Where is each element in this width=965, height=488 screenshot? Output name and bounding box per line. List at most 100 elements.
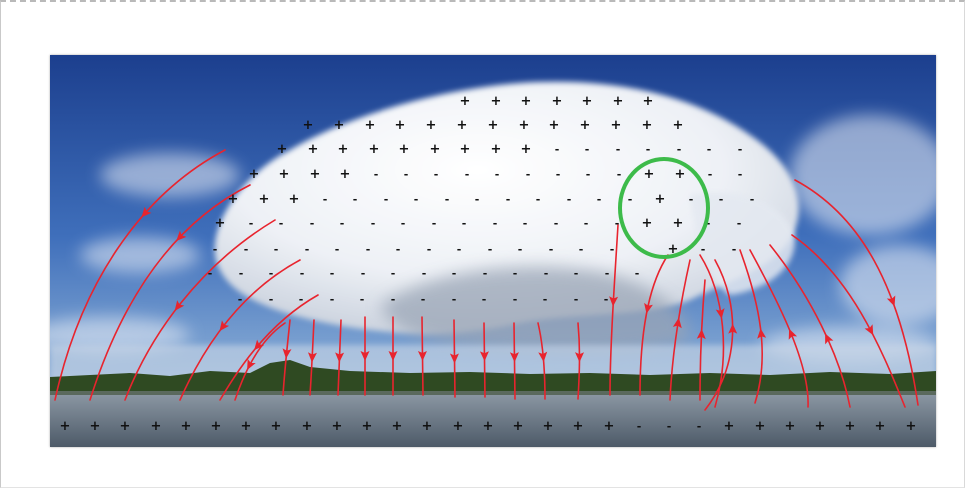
plus-charge-icon: + [332, 419, 343, 434]
minus-charge-icon: - [567, 193, 572, 206]
arrowhead-icon [886, 295, 896, 307]
plus-charge-icon: + [483, 419, 494, 434]
lake-water [50, 391, 936, 447]
plus-charge-icon: + [399, 142, 410, 157]
arrowhead-icon [672, 317, 682, 329]
plus-charge-icon: + [215, 216, 226, 231]
minus-charge-icon: - [677, 143, 682, 156]
minus-charge-icon: - [585, 143, 590, 156]
minus-charge-icon: - [518, 243, 523, 256]
minus-charge-icon: - [279, 217, 284, 230]
arrowhead-icon [728, 323, 738, 334]
minus-charge-icon: - [366, 243, 371, 256]
plus-charge-icon: + [673, 216, 684, 231]
storm-photo: + + + + + + + + + + + + + + + + + + + + + + + + + + + + + - - - - - - - + + + +… [50, 55, 936, 447]
field-line [609, 224, 619, 396]
arrowhead-icon [538, 351, 548, 362]
minus-charge-icon: - [604, 293, 609, 306]
minus-charge-icon: - [706, 217, 711, 230]
minus-charge-icon: - [637, 420, 642, 433]
plus-charge-icon: + [655, 192, 666, 207]
minus-charge-icon: - [617, 168, 622, 181]
minus-charge-icon: - [523, 217, 528, 230]
minus-charge-icon: - [330, 293, 335, 306]
minus-charge-icon: - [421, 293, 426, 306]
plus-charge-icon: + [643, 94, 654, 109]
plus-charge-icon: + [369, 142, 380, 157]
arrowhead-icon [247, 358, 256, 370]
plus-charge-icon: + [395, 118, 406, 133]
arrowhead-icon [644, 302, 653, 314]
plus-charge-icon: + [875, 419, 886, 434]
arrowhead-icon [307, 352, 317, 363]
minus-charge-icon: - [401, 217, 406, 230]
minus-charge-icon: - [475, 193, 480, 206]
plus-charge-icon: + [151, 419, 162, 434]
minus-charge-icon: - [488, 243, 493, 256]
minus-charge-icon: - [697, 420, 702, 433]
arrowhead-icon [479, 351, 489, 362]
plus-charge-icon: + [289, 192, 300, 207]
arrowhead-icon [417, 350, 427, 361]
plus-charge-icon: + [673, 118, 684, 133]
arrowhead-icon [696, 328, 706, 340]
plus-charge-icon: + [755, 419, 766, 434]
minus-charge-icon: - [610, 243, 615, 256]
plus-charge-icon: + [392, 419, 403, 434]
minus-charge-icon: - [427, 243, 432, 256]
minus-charge-icon: - [708, 168, 713, 181]
plus-charge-icon: + [845, 419, 856, 434]
plus-charge-icon: + [228, 192, 239, 207]
plus-charge-icon: + [430, 142, 441, 157]
field-line [54, 149, 226, 401]
field-line [704, 259, 734, 411]
arrowhead-icon [174, 300, 185, 311]
plus-charge-icon: + [668, 242, 679, 257]
minus-charge-icon: - [719, 193, 724, 206]
minus-charge-icon: - [738, 143, 743, 156]
plus-charge-icon: + [552, 94, 563, 109]
plus-charge-icon: + [460, 142, 471, 157]
minus-charge-icon: - [732, 243, 737, 256]
plus-charge-icon: + [815, 419, 826, 434]
cirrus-clouds [50, 115, 936, 363]
arrowhead-icon [335, 352, 345, 363]
field-line [309, 319, 315, 396]
arrowheads [141, 206, 896, 370]
plus-charge-icon: + [457, 118, 468, 133]
plus-charge-icon: + [580, 118, 591, 133]
minus-charge-icon: - [244, 243, 249, 256]
minus-charge-icon: - [238, 293, 243, 306]
minus-charge-icon: - [457, 243, 462, 256]
minus-charge-icon: - [353, 193, 358, 206]
minus-charge-icon: - [414, 193, 419, 206]
plus-charge-icon: + [60, 419, 71, 434]
minus-charge-icon: - [543, 293, 548, 306]
minus-charge-icon: - [495, 168, 500, 181]
plus-charge-icon: + [642, 216, 653, 231]
minus-charge-icon: - [574, 267, 579, 280]
plus-charge-icon: + [259, 192, 270, 207]
plus-charge-icon: + [279, 167, 290, 182]
minus-charge-icon: - [310, 217, 315, 230]
minus-charge-icon: - [513, 293, 518, 306]
arrowhead-icon [715, 308, 725, 319]
minus-charge-icon: - [555, 143, 560, 156]
minus-charge-icon: - [269, 267, 274, 280]
minus-charge-icon: - [628, 193, 633, 206]
plus-charge-icon: + [340, 167, 351, 182]
minus-charge-icon: - [462, 217, 467, 230]
plus-charge-icon: + [338, 142, 349, 157]
plus-charge-icon: + [549, 118, 560, 133]
plus-charge-icon: + [488, 118, 499, 133]
plus-charge-icon: + [573, 419, 584, 434]
arrowhead-icon [388, 351, 398, 361]
field-line [234, 322, 286, 401]
minus-charge-icon: - [689, 193, 694, 206]
arrowhead-icon [176, 230, 187, 242]
minus-charge-icon: - [274, 243, 279, 256]
arrowhead-icon [864, 324, 874, 336]
plus-charge-icon: + [521, 142, 532, 157]
plus-charge-icon: + [271, 419, 282, 434]
plus-charge-icon: + [519, 118, 530, 133]
